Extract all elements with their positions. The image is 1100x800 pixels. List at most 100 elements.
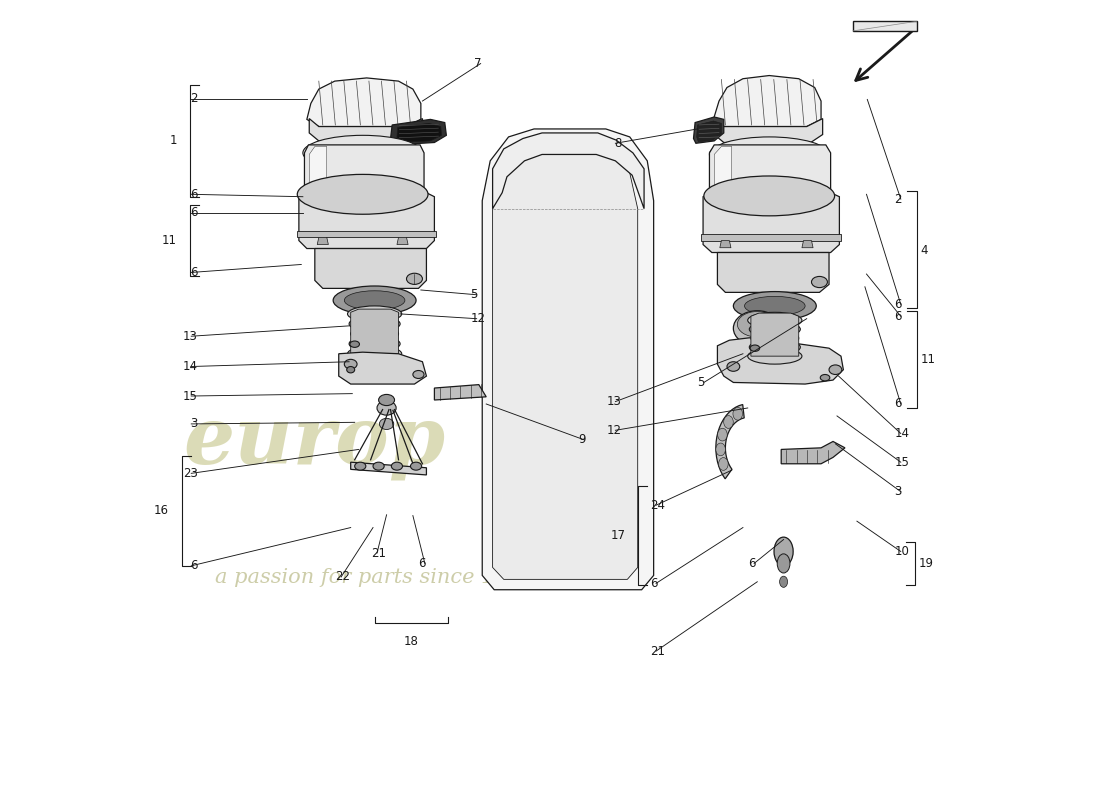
Polygon shape bbox=[751, 313, 799, 356]
Text: 8: 8 bbox=[615, 137, 622, 150]
Polygon shape bbox=[852, 22, 916, 31]
Ellipse shape bbox=[350, 341, 360, 347]
Text: 2: 2 bbox=[190, 92, 198, 105]
Polygon shape bbox=[305, 145, 424, 201]
Ellipse shape bbox=[373, 462, 384, 470]
Polygon shape bbox=[714, 118, 823, 142]
Polygon shape bbox=[493, 149, 638, 579]
Text: 12: 12 bbox=[471, 312, 485, 325]
Polygon shape bbox=[714, 146, 732, 201]
Ellipse shape bbox=[829, 365, 842, 374]
Ellipse shape bbox=[749, 339, 801, 355]
Text: 12: 12 bbox=[607, 424, 621, 437]
Ellipse shape bbox=[302, 178, 422, 210]
Ellipse shape bbox=[716, 443, 725, 456]
Polygon shape bbox=[297, 231, 436, 238]
Ellipse shape bbox=[727, 362, 739, 371]
Ellipse shape bbox=[302, 135, 422, 170]
Polygon shape bbox=[716, 405, 745, 479]
Ellipse shape bbox=[297, 174, 428, 214]
Text: 21: 21 bbox=[650, 645, 664, 658]
Text: 3: 3 bbox=[190, 418, 198, 430]
Ellipse shape bbox=[351, 326, 398, 342]
Text: 13: 13 bbox=[183, 330, 198, 342]
Ellipse shape bbox=[410, 462, 421, 470]
Ellipse shape bbox=[751, 330, 799, 346]
Ellipse shape bbox=[812, 277, 827, 287]
Text: 24: 24 bbox=[650, 498, 664, 512]
Polygon shape bbox=[317, 238, 329, 245]
Text: 19: 19 bbox=[920, 557, 934, 570]
Text: 23: 23 bbox=[183, 467, 198, 480]
Polygon shape bbox=[309, 146, 327, 199]
Ellipse shape bbox=[821, 374, 829, 381]
Ellipse shape bbox=[349, 316, 400, 332]
Polygon shape bbox=[351, 462, 427, 475]
Polygon shape bbox=[339, 352, 427, 384]
Ellipse shape bbox=[379, 418, 394, 430]
Text: a passion for parts since 1985: a passion for parts since 1985 bbox=[216, 568, 535, 587]
Ellipse shape bbox=[780, 576, 788, 587]
Text: 18: 18 bbox=[404, 635, 419, 648]
Ellipse shape bbox=[710, 137, 829, 172]
Ellipse shape bbox=[344, 359, 358, 369]
Text: europ: europ bbox=[184, 402, 446, 480]
Text: 4: 4 bbox=[921, 244, 928, 257]
Text: 2: 2 bbox=[894, 193, 902, 206]
Polygon shape bbox=[397, 123, 441, 142]
Ellipse shape bbox=[745, 296, 805, 315]
Ellipse shape bbox=[737, 311, 778, 337]
Polygon shape bbox=[781, 442, 845, 464]
Ellipse shape bbox=[412, 370, 424, 378]
Text: 22: 22 bbox=[334, 570, 350, 583]
Ellipse shape bbox=[778, 554, 790, 573]
Text: 5: 5 bbox=[697, 376, 705, 389]
Ellipse shape bbox=[349, 336, 400, 352]
Text: 6: 6 bbox=[190, 188, 198, 201]
Ellipse shape bbox=[724, 416, 734, 428]
Text: 6: 6 bbox=[418, 557, 426, 570]
Ellipse shape bbox=[749, 322, 801, 338]
Ellipse shape bbox=[750, 345, 760, 351]
Polygon shape bbox=[434, 385, 486, 400]
Polygon shape bbox=[696, 121, 722, 142]
Ellipse shape bbox=[407, 274, 422, 285]
Polygon shape bbox=[719, 241, 732, 248]
Ellipse shape bbox=[734, 310, 781, 346]
Polygon shape bbox=[717, 253, 829, 292]
Ellipse shape bbox=[717, 428, 727, 441]
Text: 6: 6 bbox=[748, 557, 756, 570]
Text: 6: 6 bbox=[894, 298, 902, 311]
Polygon shape bbox=[315, 249, 427, 288]
Text: 15: 15 bbox=[894, 456, 910, 469]
Text: 9: 9 bbox=[578, 434, 585, 446]
Text: 13: 13 bbox=[607, 395, 621, 408]
Ellipse shape bbox=[748, 348, 802, 364]
Text: 6: 6 bbox=[190, 206, 198, 219]
Text: 21: 21 bbox=[371, 546, 386, 559]
Text: 16: 16 bbox=[154, 504, 169, 518]
Text: 6: 6 bbox=[190, 559, 198, 572]
Text: 7: 7 bbox=[474, 57, 482, 70]
Polygon shape bbox=[493, 133, 645, 209]
Polygon shape bbox=[703, 193, 839, 253]
Polygon shape bbox=[717, 338, 844, 384]
Text: 14: 14 bbox=[183, 360, 198, 373]
Polygon shape bbox=[307, 78, 421, 126]
Text: 6: 6 bbox=[190, 266, 198, 279]
Text: 3: 3 bbox=[894, 485, 902, 498]
Ellipse shape bbox=[346, 366, 354, 373]
Text: 1: 1 bbox=[169, 134, 177, 147]
Ellipse shape bbox=[774, 537, 793, 566]
Ellipse shape bbox=[378, 394, 395, 406]
Polygon shape bbox=[693, 117, 724, 143]
Text: 10: 10 bbox=[894, 545, 910, 558]
Polygon shape bbox=[390, 119, 447, 145]
Ellipse shape bbox=[710, 180, 829, 212]
Text: 11: 11 bbox=[162, 234, 177, 247]
Polygon shape bbox=[702, 234, 842, 241]
Text: 15: 15 bbox=[183, 390, 198, 402]
Ellipse shape bbox=[734, 291, 816, 320]
Ellipse shape bbox=[348, 306, 402, 322]
Text: 17: 17 bbox=[610, 529, 626, 542]
